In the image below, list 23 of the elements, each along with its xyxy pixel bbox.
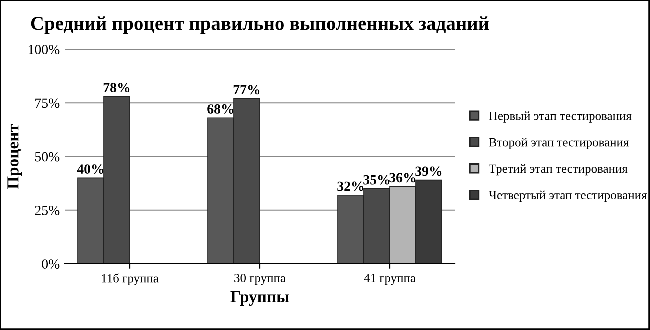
y-tick-label: 50% — [35, 152, 60, 162]
y-tick-label: 100% — [28, 45, 60, 54]
data-label: 40% — [77, 164, 104, 174]
data-label: 36% — [390, 173, 416, 183]
x-tick-label: 41 группа — [364, 274, 416, 286]
x-axis-title: Группы — [230, 292, 290, 306]
data-label: 68% — [208, 104, 234, 114]
data-label: 35% — [364, 175, 390, 185]
y-tick-label: 0% — [42, 260, 60, 269]
data-label: 32% — [338, 182, 364, 192]
chart-title: Средний процент правильно выполненных заданий — [31, 16, 490, 34]
legend-label: Третий этап тестирования — [489, 164, 628, 176]
y-tick-label: 75% — [36, 98, 60, 108]
x-tick-label: 11б группа — [102, 274, 159, 286]
y-axis-title: Процент — [8, 124, 22, 190]
legend-label: Четвертый этап тестирования — [489, 190, 648, 202]
x-tick-label: 30 группа — [234, 274, 286, 286]
y-tick-label: 25% — [35, 206, 60, 216]
data-label: 77% — [234, 85, 260, 95]
legend-label: Первый этап тестирования — [489, 112, 632, 123]
data-label: 78% — [104, 83, 130, 93]
data-label: 39% — [416, 166, 442, 176]
legend-label: Второй этап тестирования — [489, 138, 629, 150]
